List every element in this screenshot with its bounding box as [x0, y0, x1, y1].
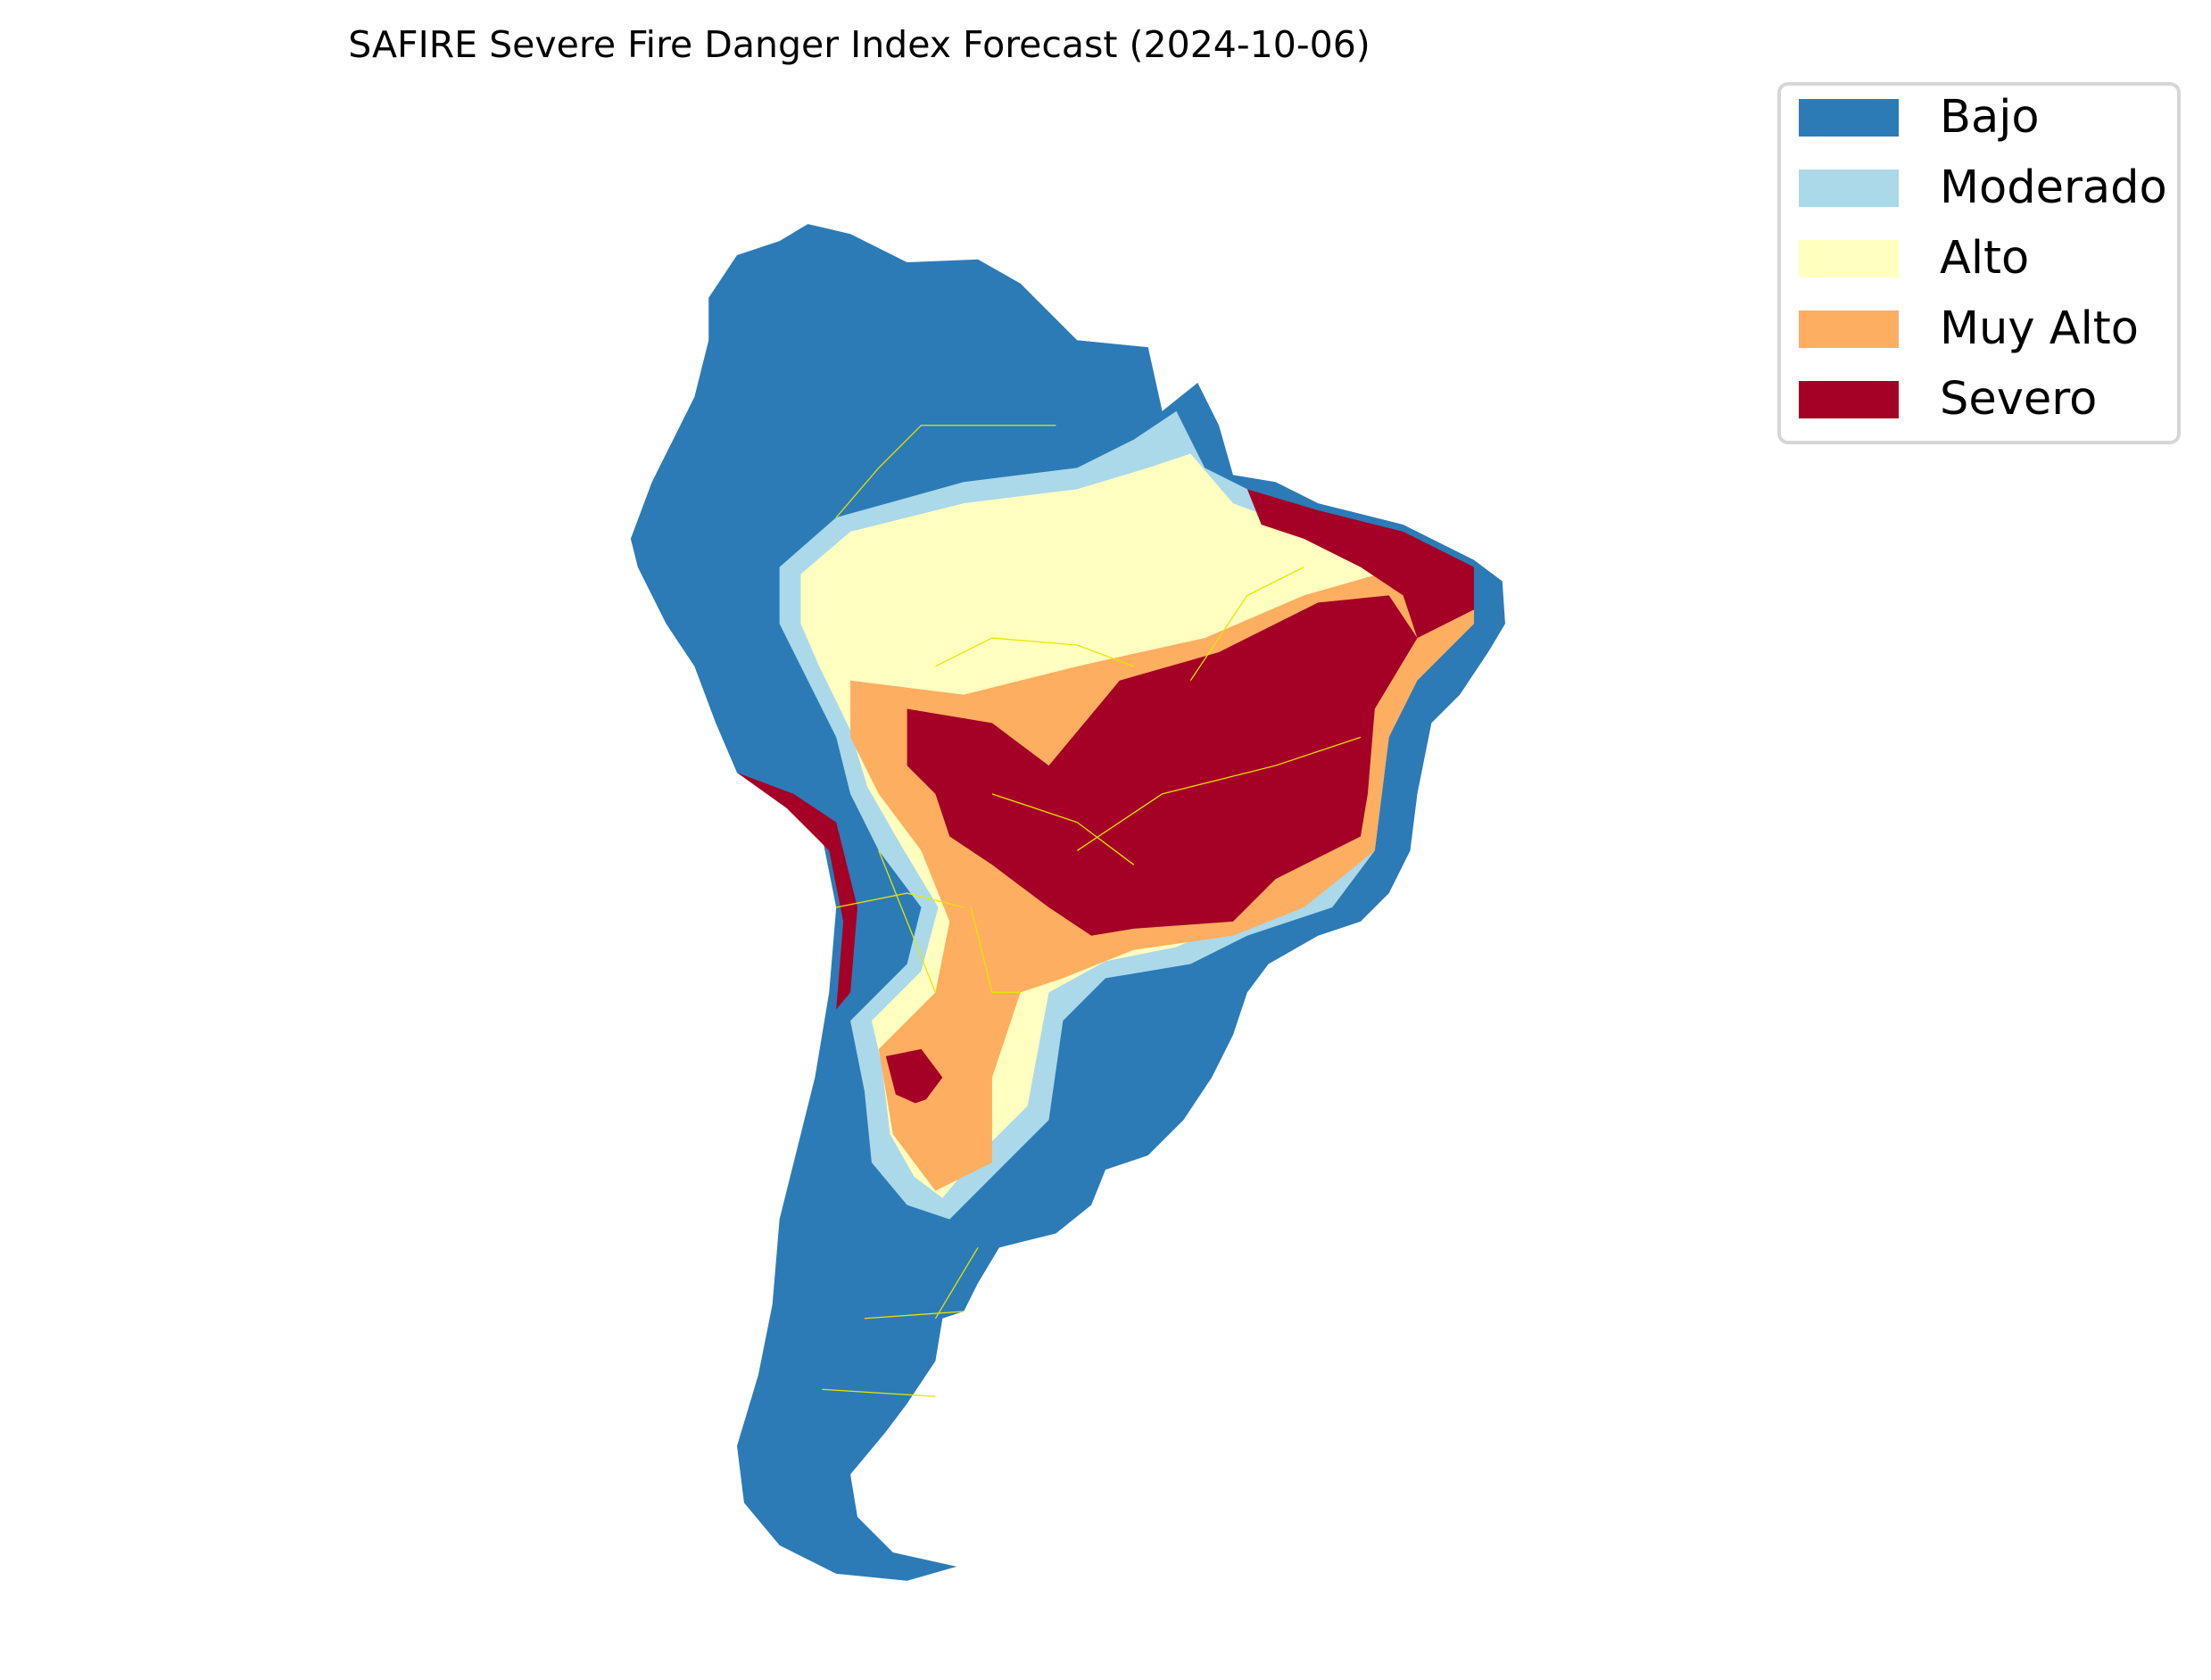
- legend-label: Moderado: [1940, 161, 2167, 214]
- legend-item-moderado: Moderado: [1799, 161, 2167, 214]
- legend: Bajo Moderado Alto Muy Alto Severo: [1777, 82, 2181, 444]
- legend-label: Severo: [1940, 373, 2098, 426]
- legend-swatch-bajo: [1799, 99, 1899, 137]
- legend-swatch-severo: [1799, 381, 1899, 418]
- legend-swatch-muy-alto: [1799, 310, 1899, 348]
- legend-label: Alto: [1940, 232, 2030, 285]
- chart-title: SAFIRE Severe Fire Danger Index Forecast…: [348, 23, 1370, 66]
- border-line: [822, 425, 1362, 1397]
- region-muy-alto-pampa: [907, 1091, 957, 1177]
- region-severo-cuyo: [885, 1048, 943, 1106]
- region-severo-northeast: [1246, 489, 1474, 639]
- legend-swatch-alto: [1799, 240, 1899, 277]
- region-severo-core: [907, 595, 1418, 936]
- legend-item-muy-alto: Muy Alto: [1799, 302, 2139, 355]
- legend-item-severo: Severo: [1799, 373, 2098, 426]
- legend-item-alto: Alto: [1799, 232, 2030, 285]
- legend-label: Bajo: [1940, 91, 2040, 144]
- legend-swatch-moderado: [1799, 170, 1899, 207]
- legend-item-bajo: Bajo: [1799, 91, 2040, 144]
- legend-label: Muy Alto: [1940, 302, 2139, 355]
- country-borders: [822, 425, 1362, 1397]
- region-severo-chile: [737, 773, 858, 1010]
- region-bajo-guyana: [1056, 340, 1163, 454]
